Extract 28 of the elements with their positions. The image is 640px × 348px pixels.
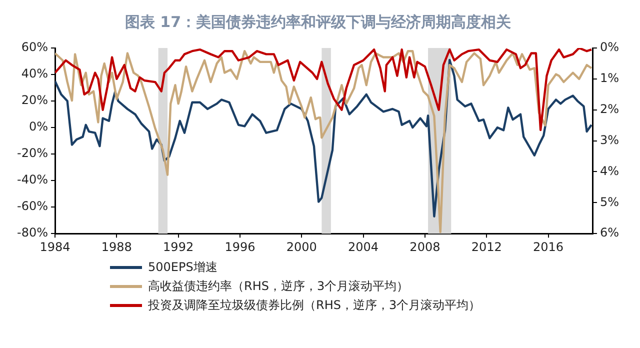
y-tick-label: -80% bbox=[16, 226, 48, 240]
y2-tick-label: 2% bbox=[600, 102, 620, 116]
x-tick-label: 2008 bbox=[410, 240, 440, 254]
y-tick-label: 0% bbox=[28, 120, 48, 134]
chart-title: 图表 17：美国债券违约率和评级下调与经济周期高度相关 bbox=[124, 12, 512, 31]
x-tick-label: 2000 bbox=[286, 240, 317, 254]
legend-label: 500EPS增速 bbox=[148, 259, 218, 276]
y2-tick-label: 5% bbox=[600, 194, 620, 209]
x-tick-label: 2004 bbox=[348, 240, 379, 254]
y-tick-label: 20% bbox=[21, 93, 48, 108]
x-tick-label: 1996 bbox=[224, 240, 256, 254]
y-tick-label: -60% bbox=[16, 199, 48, 214]
legend-label: 高收益债违约率（RHS，逆序，3个月滚动平均） bbox=[148, 278, 409, 295]
y2-tick-label: 6% bbox=[600, 226, 620, 240]
y-tick-label: -40% bbox=[16, 172, 48, 187]
y2-tick-label: 0% bbox=[600, 40, 620, 54]
x-tick-label: 2012 bbox=[471, 240, 502, 254]
y-tick-label: 60% bbox=[21, 40, 48, 54]
y2-tick-label: 3% bbox=[600, 132, 620, 147]
x-tick-label: 1992 bbox=[163, 240, 194, 254]
x-tick-label: 1984 bbox=[40, 240, 70, 254]
y2-tick-label: 1% bbox=[600, 71, 620, 86]
y-tick-label: 40% bbox=[21, 66, 48, 81]
legend-label: 投资及调降至垃圾级债券比例（RHS，逆序，3个月滚动平均） bbox=[148, 297, 481, 314]
y2-tick-label: 4% bbox=[600, 164, 620, 178]
x-tick-label: 1988 bbox=[101, 240, 132, 254]
x-tick-label: 2016 bbox=[532, 240, 564, 254]
y-tick-label: -20% bbox=[16, 146, 48, 160]
